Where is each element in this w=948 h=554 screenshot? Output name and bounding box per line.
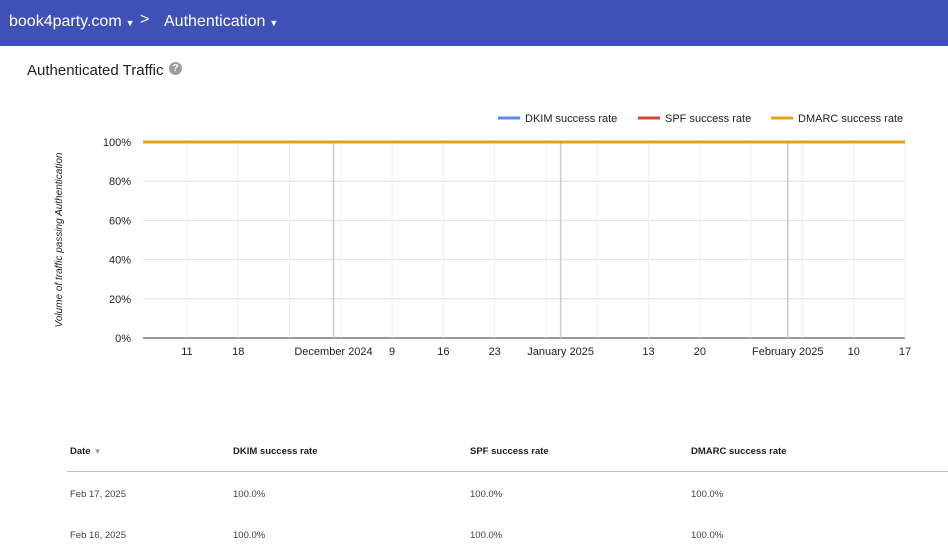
cell-spf: 100.0%	[470, 489, 503, 500]
y-axis-label: Volume of traffic passing Authentication	[54, 152, 65, 327]
chevron-down-icon: ▼	[269, 18, 279, 28]
table-header: Date ▼ DKIM success rate SPF success rate…	[67, 430, 948, 472]
x-tick-label: 16	[437, 346, 449, 358]
x-tick-label: 9	[389, 346, 395, 358]
table-row: Feb 17, 2025 100.0% 100.0% 100.0%	[67, 472, 948, 513]
y-tick-label: 100%	[103, 137, 131, 149]
cell-dkim: 100.0%	[233, 489, 266, 500]
column-header-spf[interactable]: SPF success rate	[470, 446, 549, 457]
section-title: Authenticated Traffic	[27, 62, 164, 79]
x-tick-label: February 2025	[752, 346, 824, 358]
cell-date: Feb 17, 2025	[70, 489, 126, 500]
y-tick-label: 40%	[109, 255, 131, 267]
legend-label-dkim: DKIM success rate	[525, 113, 617, 125]
x-tick-label: 10	[848, 346, 860, 358]
y-tick-label: 80%	[109, 176, 131, 188]
legend-label-spf: SPF success rate	[665, 113, 751, 125]
x-tick-label: January 2025	[527, 346, 594, 358]
data-table: Date ▼ DKIM success rate SPF success rate…	[67, 430, 948, 554]
authenticated-traffic-chart: 0% 20% 40% 60% 80% 100% 11 18 December 2024 9 16 23…	[54, 113, 911, 358]
x-tick-label: 20	[694, 346, 706, 358]
cell-dmarc: 100.0%	[691, 489, 724, 500]
domain-label: book4party.com	[9, 13, 122, 30]
cell-date: Feb 16, 2025	[70, 530, 126, 541]
column-header-date-label: Date	[70, 446, 91, 457]
legend-label-dmarc: DMARC success rate	[798, 113, 903, 125]
cell-spf: 100.0%	[470, 530, 503, 541]
y-tick-label: 60%	[109, 215, 131, 227]
section-selector[interactable]: Authentication ▼	[164, 13, 278, 31]
chevron-down-icon: ▼	[125, 18, 135, 28]
cell-dkim: 100.0%	[233, 530, 266, 541]
section-label: Authentication	[164, 13, 266, 30]
cell-dmarc: 100.0%	[691, 530, 724, 541]
x-tick-label: 18	[232, 346, 244, 358]
top-app-bar: book4party.com ▼ > Authentication ▼	[0, 0, 948, 46]
y-tick-label: 20%	[109, 294, 131, 306]
column-header-date[interactable]: Date ▼	[70, 446, 102, 457]
x-tick-label: 17	[899, 346, 911, 358]
column-header-dkim[interactable]: DKIM success rate	[233, 446, 318, 457]
x-tick-label: 13	[642, 346, 654, 358]
help-circle-icon[interactable]: ?	[169, 62, 182, 75]
breadcrumb-chevron-right-icon: >	[140, 11, 150, 28]
sort-down-icon: ▼	[93, 447, 102, 456]
x-tick-label: 23	[489, 346, 501, 358]
y-tick-label: 0%	[115, 333, 131, 345]
domain-selector[interactable]: book4party.com ▼	[9, 13, 135, 31]
table-row: Feb 16, 2025 100.0% 100.0% 100.0%	[67, 513, 948, 554]
x-tick-label: 11	[181, 346, 192, 358]
column-header-dmarc[interactable]: DMARC success rate	[691, 446, 787, 457]
x-tick-label: December 2024	[294, 346, 372, 358]
